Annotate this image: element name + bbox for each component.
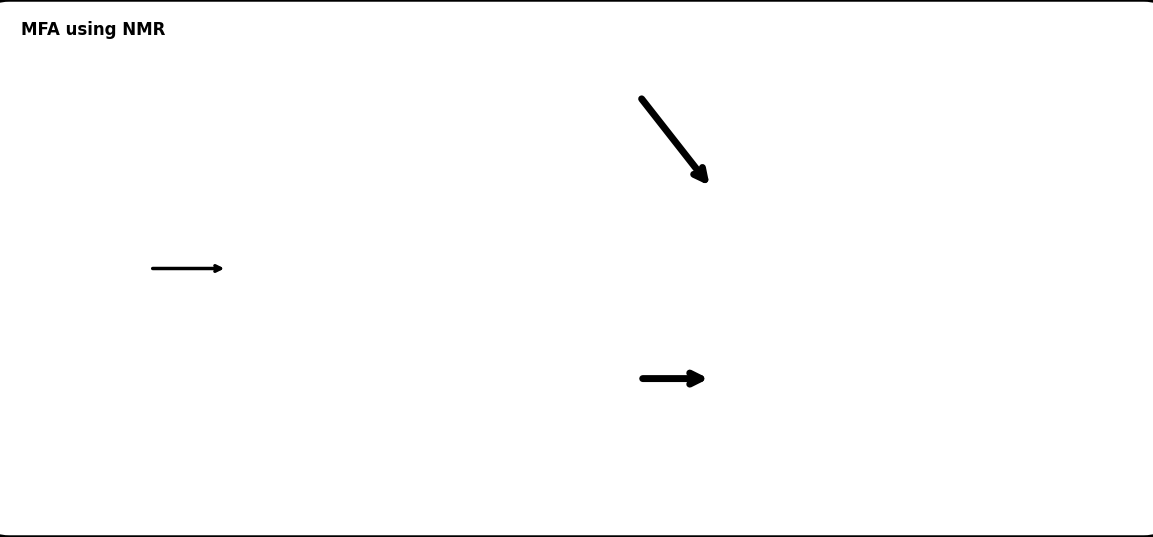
- Text: γ-Glutamate: γ-Glutamate: [655, 188, 711, 198]
- Text: β-Glutamate: β-Glutamate: [702, 148, 760, 157]
- Text: C-2: C-2: [570, 289, 583, 299]
- Bar: [78, 411, 91, 476]
- Text: C-2: C-2: [255, 301, 269, 310]
- Circle shape: [834, 313, 842, 322]
- Circle shape: [801, 313, 811, 322]
- Circle shape: [812, 277, 821, 286]
- Circle shape: [834, 364, 842, 373]
- Bar: [1107, 326, 1132, 368]
- Circle shape: [844, 412, 853, 421]
- Circle shape: [823, 277, 831, 286]
- Text: C-3: C-3: [457, 334, 472, 343]
- Circle shape: [854, 364, 864, 373]
- Circle shape: [801, 287, 811, 296]
- Title: Lactate: Lactate: [982, 252, 1023, 263]
- Point: [982, 82, 1001, 90]
- Point: [733, 191, 752, 200]
- Circle shape: [844, 339, 853, 348]
- Circle shape: [866, 412, 874, 421]
- Circle shape: [854, 412, 864, 421]
- Circle shape: [844, 277, 853, 286]
- Text: $^{12}$C: $^{12}$C: [784, 275, 798, 287]
- Text: C-6: C-6: [560, 319, 575, 328]
- Circle shape: [823, 339, 831, 348]
- Circle shape: [854, 339, 864, 348]
- FancyBboxPatch shape: [52, 158, 127, 433]
- Point: [805, 161, 823, 169]
- Text: $^{12}$C$_3$-Lactate: $^{12}$C$_3$-Lactate: [427, 32, 497, 50]
- Circle shape: [844, 387, 853, 396]
- Text: Lactate: Lactate: [813, 430, 852, 439]
- Text: Lactate: Lactate: [921, 119, 956, 128]
- X-axis label: (ppm): (ppm): [415, 527, 444, 537]
- Point: [978, 114, 996, 122]
- Circle shape: [823, 364, 831, 373]
- Circle shape: [801, 277, 811, 286]
- Circle shape: [801, 387, 811, 396]
- Circle shape: [791, 412, 799, 421]
- Circle shape: [854, 313, 864, 322]
- Circle shape: [844, 313, 853, 322]
- Bar: [100, 411, 112, 476]
- Circle shape: [834, 339, 842, 348]
- Text: DHAP↔•G-3-P: DHAP↔•G-3-P: [799, 380, 866, 389]
- X-axis label: (ppm): (ppm): [415, 281, 444, 291]
- Point: [841, 136, 859, 144]
- Circle shape: [823, 313, 831, 322]
- Circle shape: [828, 437, 837, 446]
- Circle shape: [812, 339, 821, 348]
- Circle shape: [854, 287, 864, 296]
- Circle shape: [844, 364, 853, 373]
- Text: $^{13}$C$_3$-Lactate: $^{13}$C$_3$-Lactate: [235, 161, 296, 177]
- Text: C-5: C-5: [473, 351, 487, 360]
- Text: AVANCE
IVDr: AVANCE IVDr: [74, 289, 105, 302]
- Circle shape: [817, 437, 827, 446]
- FancyBboxPatch shape: [128, 197, 182, 386]
- Bar: [964, 284, 992, 368]
- Y-axis label: Labeling ratio %: Labeling ratio %: [937, 290, 942, 341]
- Y-axis label: F1 (ppm): F1 (ppm): [1045, 140, 1054, 178]
- Text: G-6-P: G-6-P: [819, 306, 846, 315]
- Point: [971, 114, 989, 122]
- Point: [798, 155, 816, 163]
- Text: C-4: C-4: [493, 323, 507, 331]
- Circle shape: [834, 287, 842, 296]
- Circle shape: [823, 287, 831, 296]
- Circle shape: [812, 387, 821, 396]
- Circle shape: [791, 387, 799, 396]
- Text: F-6-P: F-6-P: [820, 331, 845, 340]
- Bar: [50, 407, 128, 433]
- Point: [740, 197, 759, 206]
- Text: Acetate: Acetate: [784, 126, 819, 135]
- Circle shape: [812, 287, 821, 296]
- Text: Alanine ↔•Pyruvate: Alanine ↔•Pyruvate: [784, 405, 881, 413]
- Circle shape: [812, 412, 821, 421]
- Text: Alanine: Alanine: [929, 68, 963, 77]
- Text: MFA using NMR: MFA using NMR: [21, 21, 165, 40]
- Text: $^{13}$C$_6$-Fructose-1,6-bisphosphate: $^{13}$C$_6$-Fructose-1,6-bisphosphate: [379, 430, 523, 444]
- Circle shape: [801, 339, 811, 348]
- Circle shape: [854, 387, 864, 396]
- Circle shape: [812, 364, 821, 373]
- Circle shape: [838, 437, 847, 446]
- Circle shape: [866, 387, 874, 396]
- Text: AVANCE
IVDr: AVANCE IVDr: [143, 286, 167, 296]
- Bar: [130, 192, 180, 214]
- Text: → TCA
cycle: → TCA cycle: [900, 401, 928, 420]
- Circle shape: [801, 364, 811, 373]
- Circle shape: [834, 277, 842, 286]
- Point: [786, 159, 805, 168]
- Text: $^{13}$C$_3$-Lactate: $^{13}$C$_3$-Lactate: [416, 283, 482, 299]
- Bar: [56, 411, 69, 476]
- Circle shape: [844, 287, 853, 296]
- Y-axis label: Labeling ratio %: Labeling ratio %: [1034, 290, 1039, 341]
- Text: C-1: C-1: [548, 306, 562, 315]
- Circle shape: [812, 313, 821, 322]
- Circle shape: [801, 412, 811, 421]
- Bar: [1013, 302, 1041, 368]
- Text: $^{13}$C: $^{13}$C: [784, 286, 798, 297]
- Title: Alanine: Alanine: [1076, 252, 1117, 263]
- Bar: [59, 111, 120, 171]
- X-axis label: F2 (ppm): F2 (ppm): [847, 29, 887, 38]
